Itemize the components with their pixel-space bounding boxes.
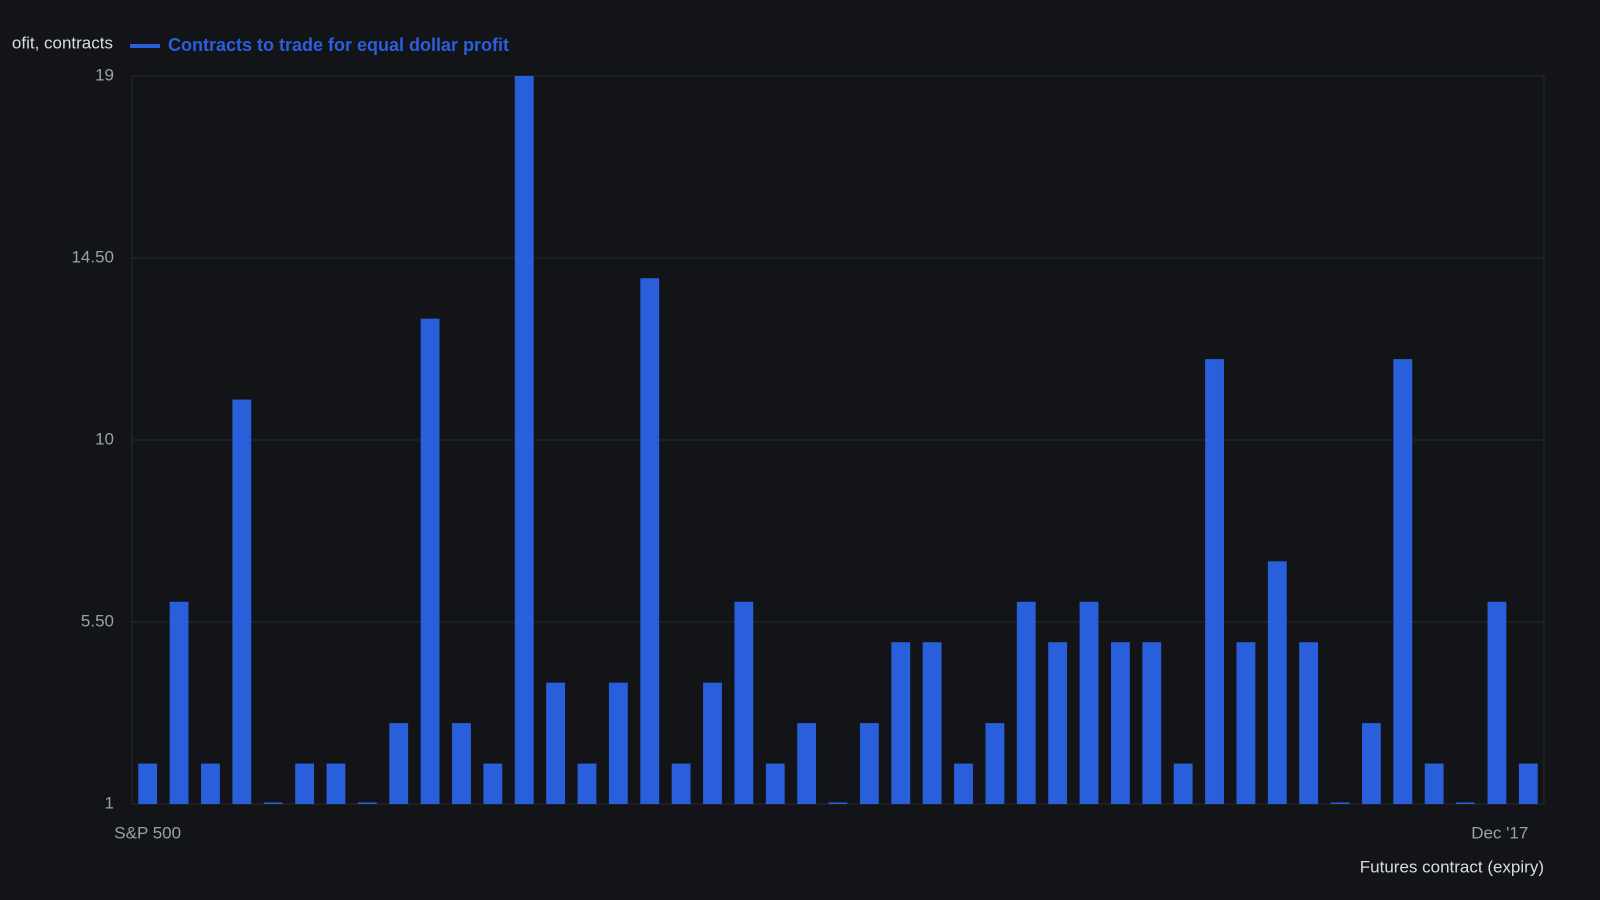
bar <box>1487 601 1507 804</box>
bar <box>232 399 252 804</box>
bar <box>169 601 189 804</box>
bar <box>263 802 283 804</box>
bar <box>922 642 942 804</box>
bar <box>1299 642 1319 804</box>
bar <box>891 642 911 804</box>
bar <box>954 763 973 804</box>
bar <box>640 278 660 804</box>
bar <box>138 763 158 804</box>
y-tick-label: 14.50 <box>71 247 114 266</box>
bar <box>1110 642 1130 804</box>
bar <box>1393 359 1413 804</box>
bar <box>1048 642 1068 804</box>
bar <box>608 682 628 804</box>
bar <box>1205 359 1224 804</box>
bar <box>1518 763 1538 804</box>
x-axis-label: Futures contract (expiry) <box>1360 857 1544 876</box>
y-axis-label: ofit, contracts <box>12 33 113 52</box>
bar <box>295 763 314 804</box>
x-tick-label: Dec '17 <box>1471 823 1528 842</box>
bar <box>389 723 409 804</box>
bar <box>452 723 471 804</box>
bar <box>357 802 377 804</box>
y-tick-label: 10 <box>95 429 114 448</box>
bar <box>546 682 566 804</box>
bar <box>1456 802 1475 804</box>
bar <box>483 763 503 804</box>
bar <box>1142 642 1162 804</box>
bar <box>1267 561 1287 804</box>
bar <box>734 601 754 804</box>
bar <box>1362 723 1381 804</box>
bar <box>703 682 722 804</box>
bar <box>1016 601 1036 804</box>
y-tick-label: 5.50 <box>81 611 114 630</box>
bar <box>1236 642 1256 804</box>
y-tick-label: 1 <box>105 793 114 812</box>
bar <box>420 318 440 804</box>
bar <box>985 723 1005 804</box>
bar <box>797 723 817 804</box>
bar <box>859 723 879 804</box>
bar <box>1330 802 1350 804</box>
y-tick-label: 19 <box>95 65 114 84</box>
bar <box>577 763 597 804</box>
bar <box>326 763 346 804</box>
bar <box>1424 763 1444 804</box>
bar <box>514 76 534 804</box>
x-tick-label: S&P 500 <box>114 823 181 842</box>
bar <box>1079 601 1099 804</box>
legend-label: Contracts to trade for equal dollar prof… <box>168 35 509 55</box>
bar <box>1173 763 1193 804</box>
bar <box>765 763 785 804</box>
bar <box>828 802 848 804</box>
bar <box>671 763 691 804</box>
bar <box>201 763 220 804</box>
